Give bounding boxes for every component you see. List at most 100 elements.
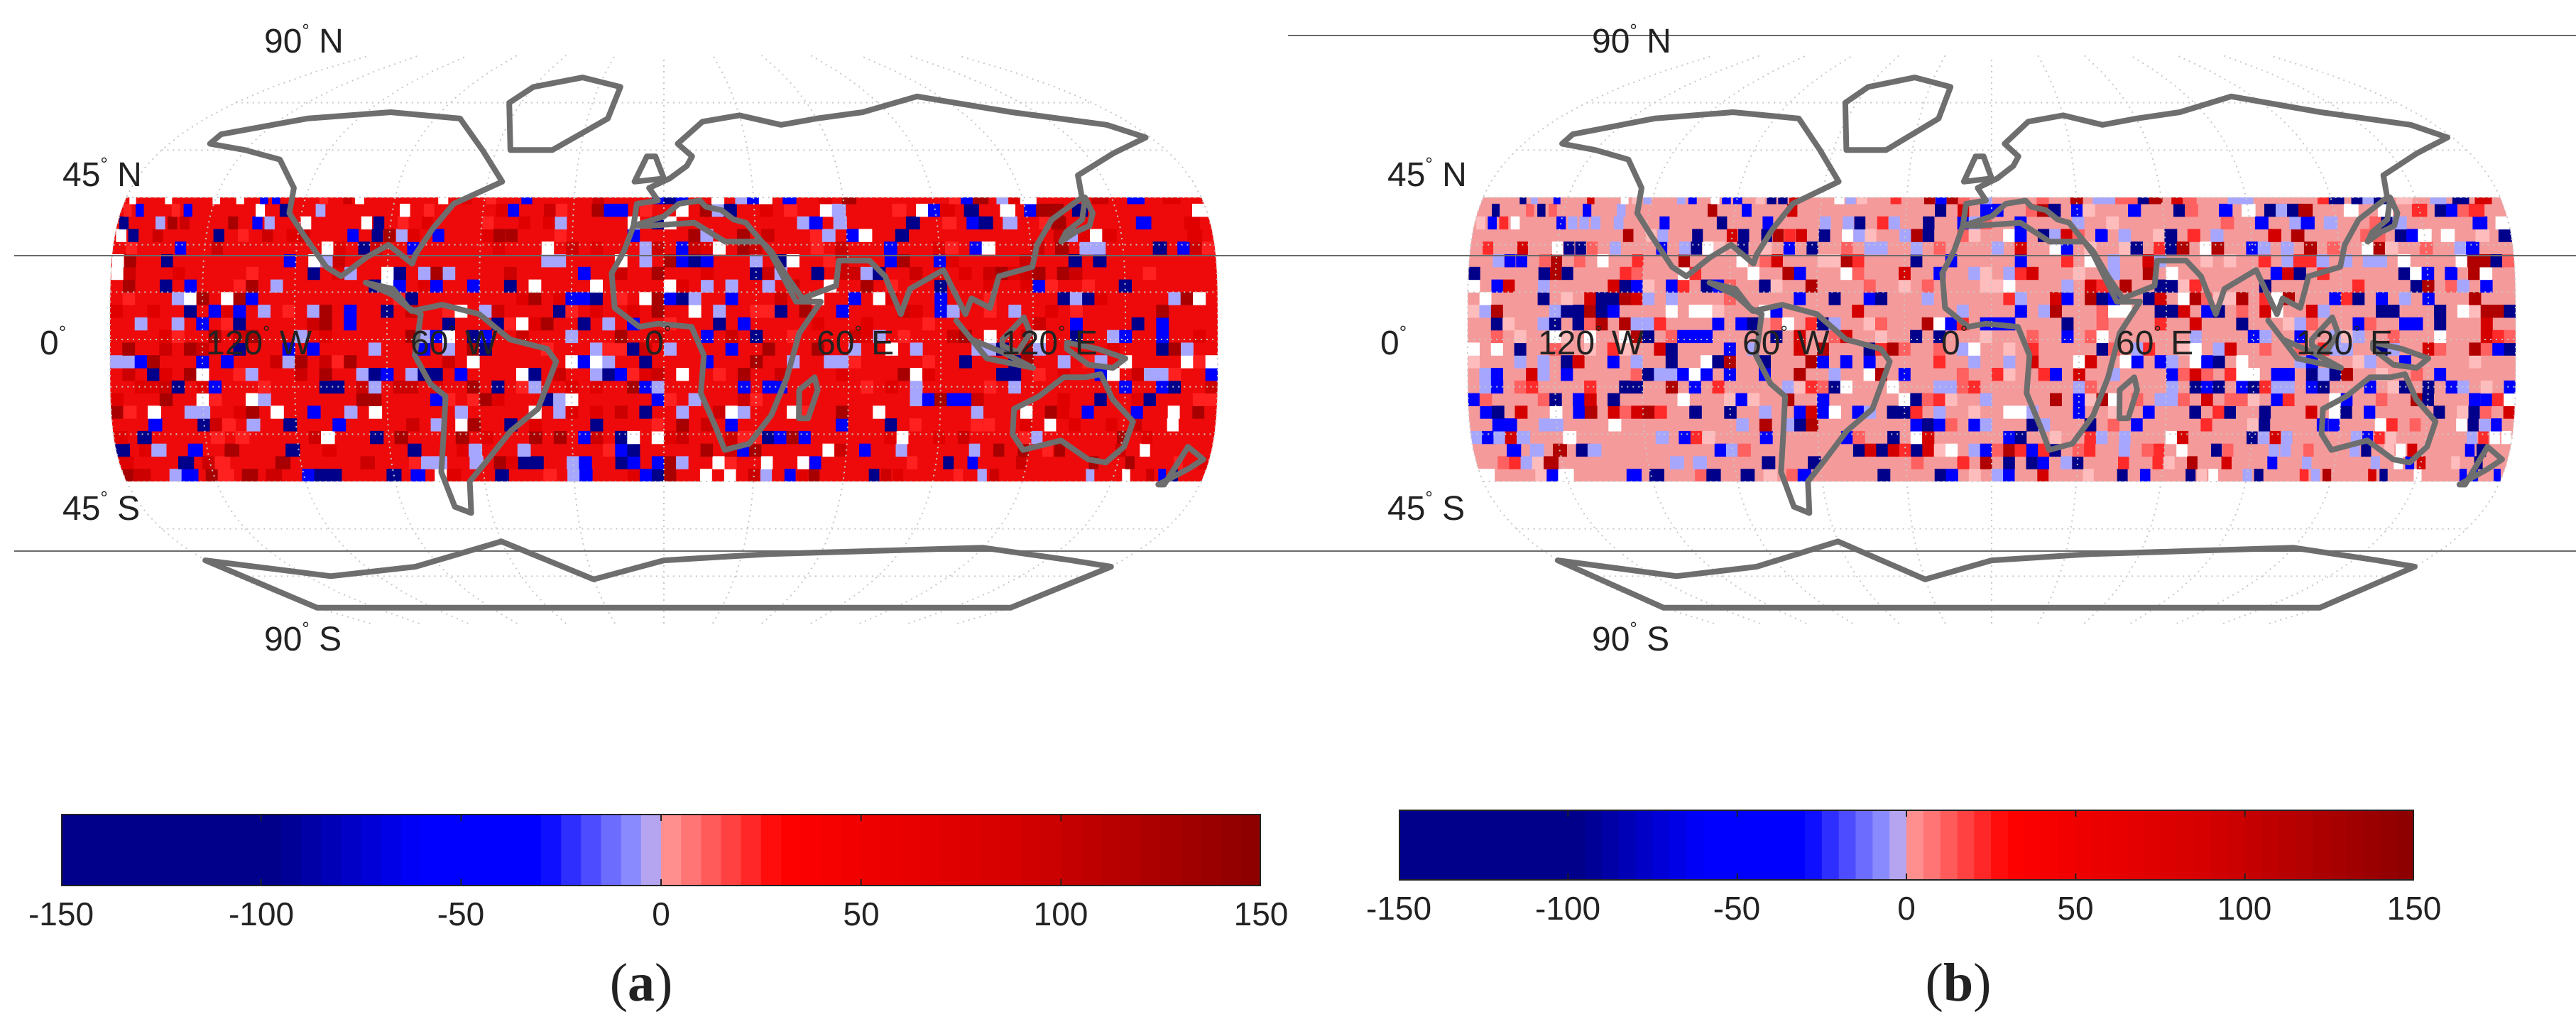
colorbar-tick-label: 0 <box>1897 890 1916 927</box>
data-cell <box>270 279 283 293</box>
data-cell <box>566 241 579 255</box>
data-cell <box>651 380 665 394</box>
colorbar-swatch <box>1737 810 1754 881</box>
data-cell <box>1701 355 1713 369</box>
data-cell <box>136 203 144 217</box>
data-cell <box>1057 292 1071 305</box>
data-cell <box>181 469 199 481</box>
colorbar-swatch <box>2058 810 2076 881</box>
data-cell <box>2258 430 2269 445</box>
data-cell <box>2451 456 2460 469</box>
data-cell <box>1573 393 1586 406</box>
data-cell <box>1549 203 1557 217</box>
panel-caption-b: (b) <box>1925 953 1992 1013</box>
data-cell <box>2323 469 2332 481</box>
continent-outline <box>1842 75 1954 153</box>
data-cell <box>295 368 307 381</box>
data-cell <box>2152 456 2163 469</box>
colorbar-swatch <box>2363 810 2381 881</box>
data-cell <box>2221 456 2232 469</box>
data-cell <box>2440 229 2455 242</box>
data-cell <box>1794 342 1806 356</box>
colorbar-swatch <box>520 814 542 886</box>
colorbar-swatch <box>1551 810 1568 881</box>
colorbar-swatch <box>1754 810 1772 881</box>
data-cell <box>1723 342 1736 356</box>
lon-label-60w: 60° W <box>410 322 498 362</box>
data-cell <box>2072 443 2084 457</box>
data-cell <box>1935 197 1947 205</box>
data-cell <box>1898 279 1911 293</box>
data-cell <box>1572 305 1585 318</box>
continent-outline <box>999 314 1033 355</box>
data-cell <box>210 430 225 445</box>
data-cell <box>1526 368 1539 381</box>
data-cell <box>1613 216 1624 230</box>
data-cell <box>2362 197 2379 205</box>
data-cell <box>1759 279 1772 293</box>
data-cell <box>1740 469 1755 481</box>
colorbar-swatch <box>1889 810 1907 881</box>
data-cell <box>2259 330 2272 344</box>
data-cell <box>2037 456 2049 469</box>
data-cell <box>1933 405 1946 419</box>
data-cell <box>2096 342 2109 356</box>
lat-label-90s: 90° S <box>264 618 342 658</box>
data-cell <box>2269 443 2280 457</box>
colorbar-swatch <box>1568 810 1586 881</box>
colorbar-swatch <box>661 814 682 886</box>
continent-outline <box>2265 317 2344 371</box>
data-cell <box>2294 317 2307 331</box>
data-cell <box>2434 330 2447 344</box>
data-cell <box>2504 380 2516 394</box>
data-cell <box>2264 203 2278 217</box>
data-cell <box>858 229 873 242</box>
lat-label-90n: 90° N <box>1592 20 1671 60</box>
data-cell <box>1586 241 1598 255</box>
colorbar-swatch <box>381 814 402 886</box>
data-cell <box>1852 430 1865 445</box>
data-cell <box>1968 443 1981 457</box>
colorbar-tick-label: 150 <box>1233 895 1289 932</box>
data-cell <box>137 430 152 445</box>
data-cell <box>184 342 197 356</box>
data-cell <box>2142 405 2155 419</box>
colorbar-swatch <box>1788 810 1806 881</box>
colorbar-swatch <box>781 814 802 886</box>
data-cell <box>1702 430 1715 445</box>
colorbar-tick-label: 100 <box>1033 895 1088 932</box>
colorbar-swatch <box>2160 810 2178 881</box>
data-cell <box>202 456 219 469</box>
data-cell <box>1020 418 1032 432</box>
data-cell <box>2239 197 2254 205</box>
data-cell <box>1842 229 1854 242</box>
data-cell <box>2328 405 2341 419</box>
data-cell <box>809 216 823 230</box>
data-cell <box>1479 305 1492 318</box>
data-cell <box>1193 355 1206 369</box>
colorbar-swatch <box>841 814 862 886</box>
colorbar-swatch <box>1061 814 1081 886</box>
data-cell <box>553 305 566 318</box>
data-cell <box>493 229 506 242</box>
colorbar-swatch <box>321 814 342 886</box>
data-cell <box>159 342 173 356</box>
data-cell <box>1767 197 1777 205</box>
data-cell <box>1710 197 1720 205</box>
data-cell <box>1526 203 1534 217</box>
data-cell <box>381 266 394 281</box>
data-cell <box>1887 342 1899 356</box>
data-cell <box>1759 254 1772 268</box>
data-cell <box>123 266 136 281</box>
colorbar-swatch <box>1500 810 1518 881</box>
lon-label-60e: 60° E <box>817 322 895 362</box>
data-cell <box>430 279 443 293</box>
coastlines <box>1554 75 2505 611</box>
data-cell <box>916 203 931 217</box>
data-cell <box>946 254 959 268</box>
data-cell <box>848 266 861 281</box>
data-cell <box>196 292 209 305</box>
data-cell <box>1845 197 1856 205</box>
data-cell <box>356 368 369 381</box>
data-cell <box>959 393 972 406</box>
